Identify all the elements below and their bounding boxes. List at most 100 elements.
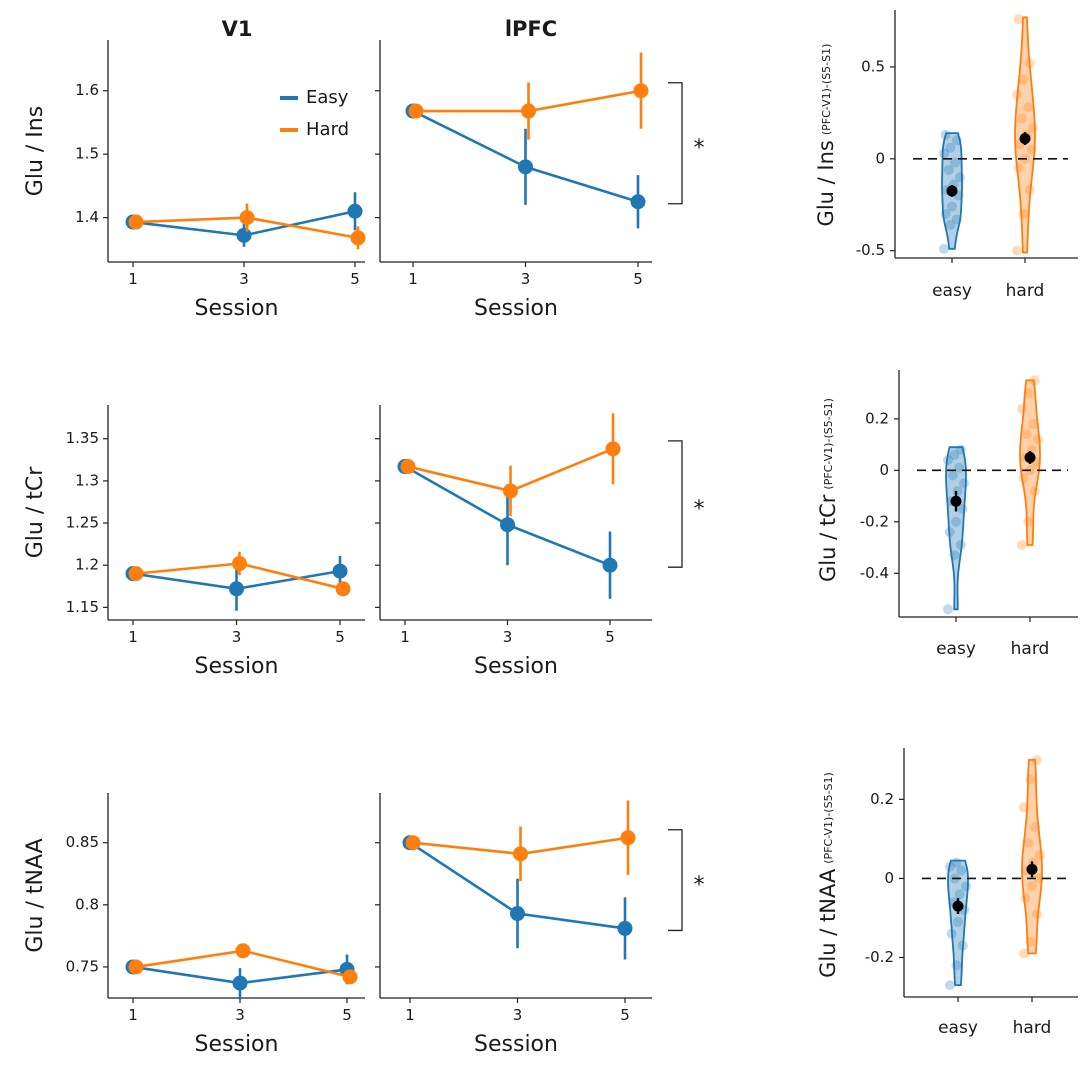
violin-point-hard (1031, 754, 1042, 765)
y-tick-label: 0.75 (66, 957, 99, 975)
mean-point-hard (1026, 863, 1038, 875)
data-point-hard (405, 835, 421, 851)
violin-point-easy (956, 865, 967, 876)
mean-point-easy (946, 185, 958, 197)
violin-point-easy (939, 243, 949, 254)
y-tick-label: 1.15 (66, 598, 99, 616)
x-tick-label: 5 (342, 1006, 352, 1024)
violin-point-easy (955, 444, 966, 455)
violin-point-hard (1018, 74, 1029, 85)
violin-point-hard (1029, 375, 1040, 386)
column-title-v1: V1 (222, 17, 253, 41)
y-tick-label: 1.3 (75, 471, 99, 489)
violin-point-hard (1013, 162, 1024, 173)
y-axis-label: Glu / Ins (23, 106, 48, 196)
y-tick-label: 1.6 (75, 81, 99, 99)
violin-hard (1021, 759, 1043, 955)
data-point-hard (503, 483, 518, 499)
x-tick-label: easy (938, 1018, 978, 1038)
violin-easy (947, 859, 969, 986)
data-point-hard (128, 959, 144, 975)
violin-y-label-sub: (PFC-V1)-(S5-S1) (822, 398, 835, 490)
panel-glu-tnaa-v1: 0.75 0.8 0.85 1 3 5 Session (66, 793, 365, 1057)
violin-point-hard (1019, 948, 1029, 959)
violin-point-hard (1028, 419, 1039, 430)
x-tick-label: 5 (633, 270, 643, 288)
data-point-hard (235, 943, 251, 959)
x-tick-label: 1 (128, 270, 138, 288)
violin-point-hard (1026, 144, 1037, 155)
x-axis-label: Session (474, 296, 558, 321)
violin-y-axis-label: Glu / tCr (PFC-V1)-(S5-S1) (816, 398, 840, 582)
violin-point-hard (1020, 893, 1031, 904)
violin-point-easy (947, 470, 958, 481)
x-tick-label: easy (936, 639, 976, 659)
data-point-hard (232, 556, 247, 572)
violin-y-axis-label: Glu / tNAA (PFC-V1)-(S5-S1) (816, 772, 840, 978)
violin-point-hard (1017, 403, 1027, 414)
panel-glu-ins-v1: 1.4 1.5 1.6 1 3 5 Session (75, 40, 366, 321)
y-axis-label: Glu / tNAA (23, 838, 48, 952)
x-tick-label: easy (932, 281, 972, 301)
violin-point-hard (1016, 113, 1027, 124)
x-tick-label: 3 (232, 628, 242, 646)
data-point-hard (620, 830, 636, 846)
violin-point-easy (955, 172, 965, 183)
y-tick-label: 1.35 (66, 429, 99, 447)
x-tick-label: 1 (405, 1006, 415, 1024)
violin-point-hard (1018, 473, 1029, 484)
violin-point-hard (1012, 245, 1022, 256)
data-point-hard (408, 103, 424, 119)
y-tick-label: 0.2 (865, 409, 889, 427)
violin-point-hard (1019, 802, 1029, 813)
x-tick-label: 1 (128, 1006, 138, 1024)
y-tick-label: 0.5 (861, 57, 885, 75)
x-tick-label: 5 (350, 270, 360, 288)
violin-y-label-main: Glu / tCr (816, 494, 840, 582)
violin-point-hard (1018, 208, 1029, 219)
y-tick-label: -0.4 (860, 564, 889, 582)
violin-y-label-main: Glu / Ins (814, 140, 838, 226)
violin-point-hard (1035, 849, 1045, 860)
data-point-hard (605, 441, 621, 457)
data-point-easy (232, 975, 248, 991)
x-tick-label: 1 (128, 628, 138, 646)
legend-label-easy: Easy (306, 87, 349, 108)
violin-point-easy (961, 881, 971, 892)
significance-marker: * (694, 136, 705, 161)
data-point-easy (617, 920, 633, 936)
y-tick-label: 1.2 (75, 556, 99, 574)
figure-layer: Glu / Ins 1.4 1.5 1.6 1 3 5 Session 1 3 5 Session * -… (23, 10, 1078, 1057)
violin-point-hard (1023, 837, 1034, 848)
violin-point-easy (944, 527, 955, 538)
mean-point-easy (952, 900, 964, 912)
violin-point-hard (1025, 936, 1036, 947)
legend-label-hard: Hard (306, 119, 349, 140)
violin-point-hard (1028, 122, 1038, 133)
violin-point-hard (1013, 14, 1024, 25)
violin-point-easy (940, 208, 951, 219)
violin-panel-glu-tnaa: -0.2 0 0.2 easy hard Glu / tNAA (PFC-V1)-(S5-S… (816, 748, 1078, 1038)
data-point-easy (602, 557, 618, 573)
data-point-easy (518, 159, 533, 175)
violin-point-easy (955, 539, 966, 550)
significance-bracket (668, 82, 683, 205)
violin-point-easy (954, 462, 965, 473)
y-tick-label: 1.5 (75, 145, 99, 163)
violin-point-easy (939, 148, 949, 159)
violin-point-hard (1017, 539, 1027, 550)
violin-point-hard (1023, 102, 1034, 113)
violin-y-label-sub: (PFC-V1)-(S5-S1) (822, 772, 835, 864)
x-axis-label: Session (474, 1032, 558, 1057)
significance-marker: * (694, 873, 705, 898)
panel-glu-tcr-v1: 1.15 1.2 1.25 1.3 1.35 1 3 5 Session (66, 405, 365, 679)
y-tick-label: 1.25 (66, 514, 99, 532)
violin-point-easy (951, 960, 962, 971)
data-point-hard (128, 566, 144, 582)
violin-point-easy (951, 516, 961, 527)
mean-point-easy (950, 495, 962, 507)
x-tick-label: 5 (335, 628, 345, 646)
data-point-hard (342, 969, 358, 985)
x-tick-label: hard (1006, 281, 1045, 301)
